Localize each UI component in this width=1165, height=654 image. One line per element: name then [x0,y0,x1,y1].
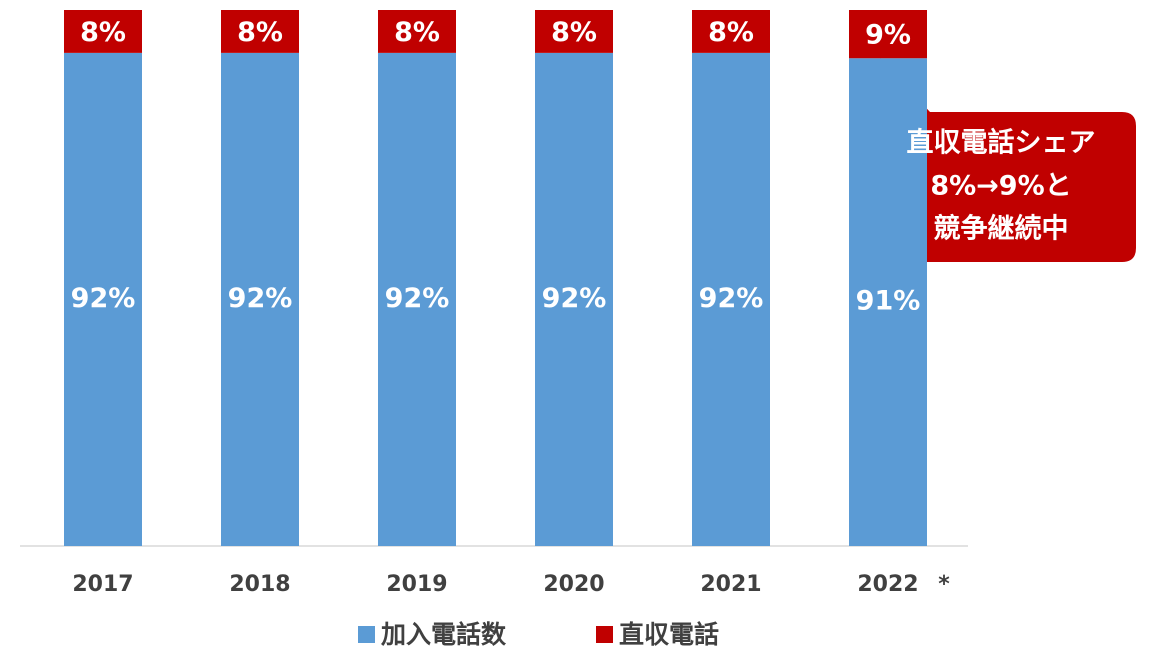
data-label: 9% [865,20,911,51]
data-label: 91% [856,286,921,317]
data-label: 92% [542,283,607,314]
legend-swatch [596,626,613,643]
data-label: 8% [80,17,126,48]
bar-segment [64,10,142,53]
bar-segment [692,10,770,53]
data-label: 8% [394,17,440,48]
data-label: 92% [228,283,293,314]
bar-segment [849,58,927,547]
callout-text: 競争継続中 [934,213,1069,245]
data-label: 92% [385,283,450,314]
callout-box [866,58,1136,262]
legend-label: 加入電話数 [380,620,507,649]
callout-text: 直収電話シェア [907,127,1096,159]
data-label: 8% [551,17,597,48]
data-label: 92% [699,283,764,314]
legend-swatch [358,626,375,643]
category-note: * [938,572,950,597]
data-label: 8% [708,17,754,48]
callout-text: 8%→9%と [930,171,1071,202]
bar-segment [378,10,456,53]
bar-segment [221,52,299,546]
x-tick-label: 2019 [386,572,447,597]
bar-segment [64,52,142,546]
x-tick-label: 2021 [700,572,761,597]
bar-segment [535,52,613,546]
bar-segment [535,10,613,53]
bar-segment [378,52,456,546]
x-tick-label: 2022 [857,572,918,597]
legend-label: 直収電話 [619,620,719,649]
data-label: 8% [237,17,283,48]
x-tick-label: 2020 [543,572,604,597]
bar-segment [849,10,927,59]
x-tick-label: 2017 [72,572,133,597]
x-tick-label: 2018 [229,572,290,597]
bar-segment [221,10,299,53]
bar-segment [692,52,770,546]
data-label: 92% [71,283,136,314]
